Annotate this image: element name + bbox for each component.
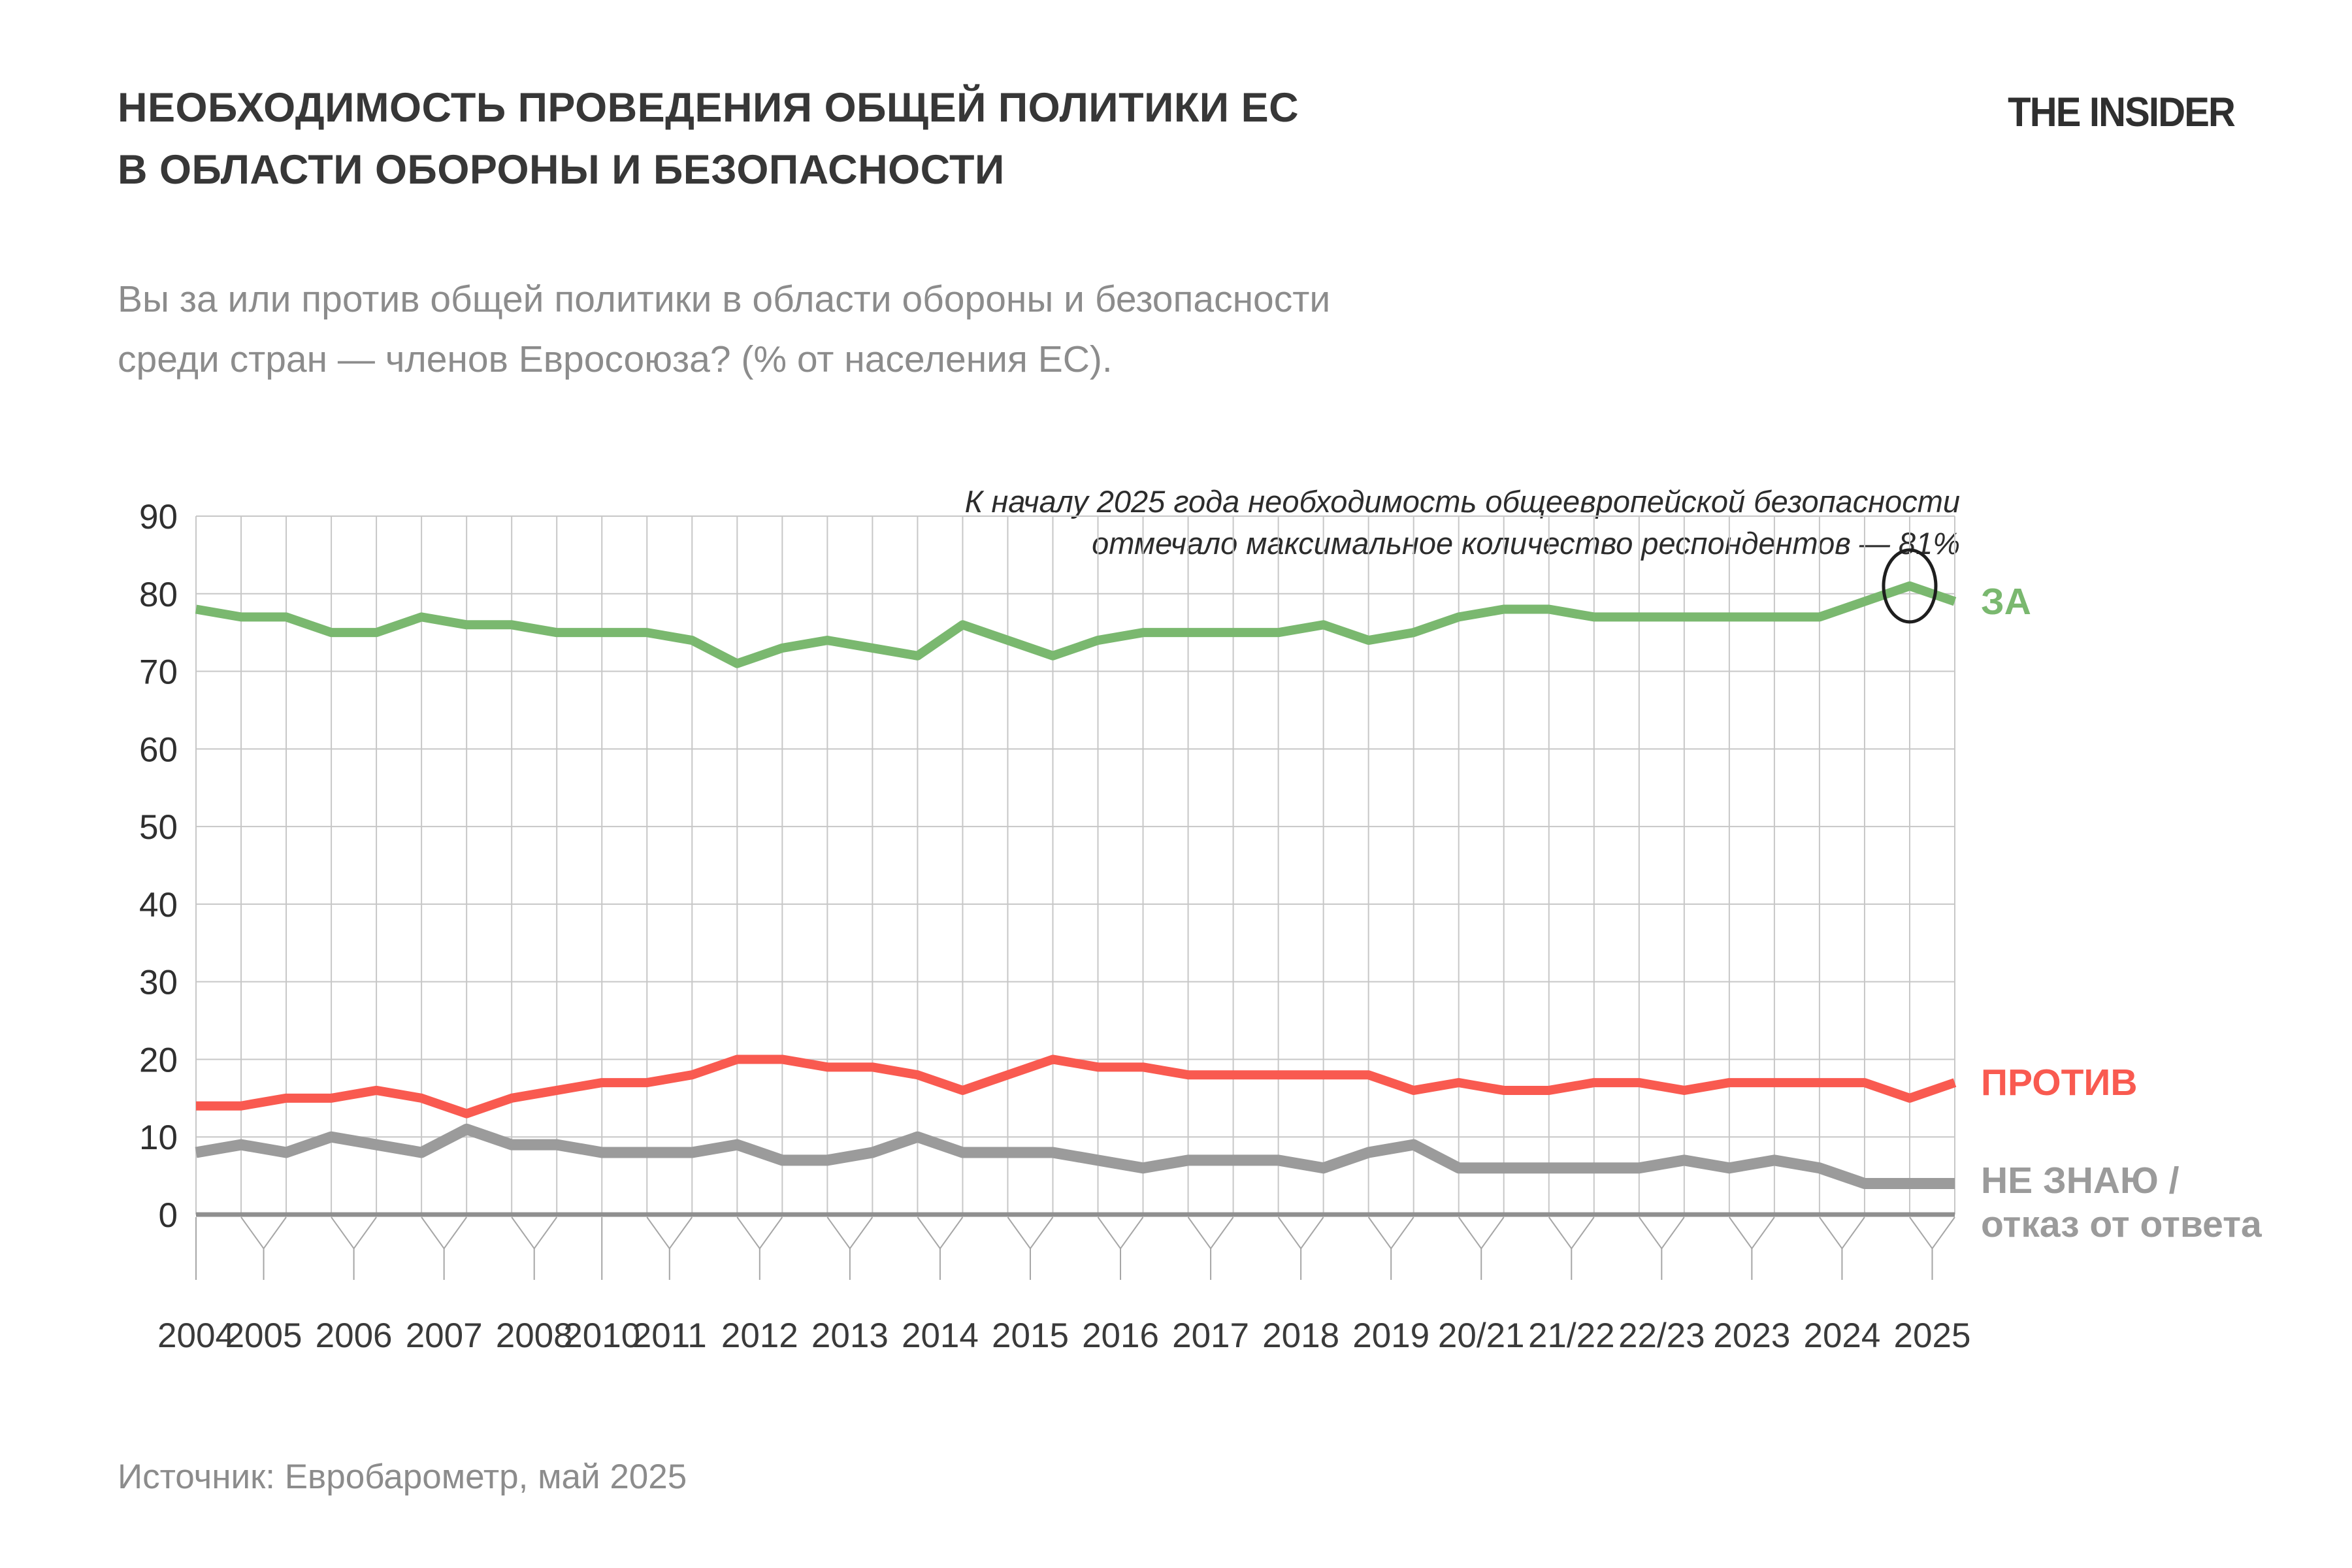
x-axis-bracket bbox=[1300, 1217, 1324, 1249]
x-axis-bracket bbox=[533, 1217, 558, 1249]
x-axis-year-label: 2005 bbox=[225, 1316, 302, 1355]
x-axis-bracket bbox=[1909, 1217, 1933, 1249]
highlight-circle bbox=[1882, 548, 1938, 624]
y-axis-tick-label: 40 bbox=[139, 886, 178, 924]
x-axis-bracket bbox=[421, 1217, 445, 1249]
chart-subtitle-line2: среди стран — членов Евросоюза? (% от на… bbox=[118, 338, 1113, 380]
legend-label-protiv: ПРОТИВ bbox=[1981, 1062, 2138, 1103]
y-axis-tick-label: 70 bbox=[139, 653, 178, 692]
x-axis-bracket bbox=[1007, 1217, 1031, 1249]
x-axis-year-label: 2012 bbox=[721, 1316, 798, 1355]
x-axis-bracket bbox=[1120, 1217, 1144, 1249]
y-axis-tick-label: 20 bbox=[139, 1041, 178, 1079]
chart-annotation-line2: отмечало максимальное количество респонд… bbox=[1092, 526, 1960, 561]
legend-label-za: ЗА bbox=[1981, 581, 2031, 623]
x-axis-bracket bbox=[668, 1217, 693, 1249]
x-axis-year-label: 2015 bbox=[992, 1316, 1069, 1355]
y-axis-tick-label: 0 bbox=[159, 1196, 178, 1235]
y-axis-tick-label: 80 bbox=[139, 576, 178, 614]
x-axis-bracket bbox=[1729, 1217, 1753, 1249]
x-axis-year-label: 20/21 bbox=[1438, 1316, 1525, 1355]
x-axis-bracket bbox=[1187, 1217, 1211, 1249]
y-axis-tick-label: 30 bbox=[139, 964, 178, 1002]
x-axis-year-label: 2019 bbox=[1352, 1316, 1429, 1355]
x-axis-bracket bbox=[736, 1217, 760, 1249]
chart-subtitle-line1: Вы за или против общей политики в област… bbox=[118, 278, 1331, 320]
x-axis-year-label: 2007 bbox=[406, 1316, 483, 1355]
series-line-dk bbox=[195, 1123, 1955, 1189]
page-title-line2: В ОБЛАСТИ ОБОРОНЫ И БЕЗОПАСНОСТИ bbox=[118, 147, 1005, 193]
x-axis-bracket bbox=[1097, 1217, 1121, 1249]
legend-label-dk: НЕ ЗНАЮ / отказ от ответа bbox=[1981, 1159, 2262, 1247]
x-axis-bracket bbox=[1277, 1217, 1301, 1249]
legend-label-dk-line2: отказ от ответа bbox=[1981, 1203, 2262, 1245]
x-axis-bracket bbox=[353, 1217, 377, 1249]
x-axis-bracket bbox=[1931, 1217, 1955, 1249]
page-title: НЕОБХОДИМОСТЬ ПРОВЕДЕНИЯ ОБЩЕЙ ПОЛИТИКИ … bbox=[118, 77, 1299, 201]
legend-label-dk-line1: НЕ ЗНАЮ / bbox=[1981, 1160, 2180, 1201]
x-axis-bracket bbox=[1480, 1217, 1505, 1249]
chart-annotation-line1: К началу 2025 года необходимость общеевр… bbox=[964, 484, 1960, 519]
x-axis-bracket bbox=[1661, 1217, 1685, 1249]
x-axis-bracket bbox=[1819, 1217, 1843, 1249]
x-axis-bracket bbox=[759, 1217, 783, 1249]
chart-annotation: К началу 2025 года необходимость общеевр… bbox=[965, 481, 1960, 564]
x-axis-year-label: 2025 bbox=[1894, 1316, 1971, 1355]
x-axis-bracket bbox=[1210, 1217, 1234, 1249]
x-axis-year-label: 2010 bbox=[563, 1316, 640, 1355]
x-axis-year-label: 2017 bbox=[1172, 1316, 1249, 1355]
x-axis-bracket bbox=[1548, 1217, 1573, 1249]
x-axis-year-label: 2014 bbox=[902, 1316, 979, 1355]
x-axis-year-label: 2008 bbox=[496, 1316, 573, 1355]
chart-subtitle: Вы за или против общей политики в област… bbox=[118, 269, 1330, 389]
x-axis-bracket bbox=[1367, 1217, 1392, 1249]
x-axis-bracket bbox=[1458, 1217, 1482, 1249]
x-axis-year-label: 21/22 bbox=[1528, 1316, 1615, 1355]
the-insider-logo: THE INSIDER bbox=[2008, 90, 2236, 135]
x-axis-bracket bbox=[443, 1217, 467, 1249]
x-axis-year-label: 2011 bbox=[632, 1316, 707, 1355]
x-axis-bracket bbox=[511, 1217, 535, 1249]
y-axis-tick-label: 50 bbox=[139, 808, 178, 847]
x-axis-year-label: 2013 bbox=[811, 1316, 889, 1355]
x-axis-year-label: 2006 bbox=[316, 1316, 393, 1355]
x-axis-bracket bbox=[1639, 1217, 1663, 1249]
x-axis-bracket bbox=[646, 1217, 670, 1249]
page-title-line1: НЕОБХОДИМОСТЬ ПРОВЕДЕНИЯ ОБЩЕЙ ПОЛИТИКИ … bbox=[118, 85, 1299, 131]
x-axis-bracket bbox=[849, 1217, 874, 1249]
x-axis-year-label: 22/23 bbox=[1618, 1316, 1705, 1355]
x-axis-bracket bbox=[939, 1217, 964, 1249]
x-axis-bracket bbox=[826, 1217, 851, 1249]
y-axis-tick-label: 90 bbox=[139, 498, 178, 536]
x-axis-year-label: 2004 bbox=[157, 1316, 235, 1355]
x-axis-bracket bbox=[1751, 1217, 1775, 1249]
x-axis-year-label: 2016 bbox=[1082, 1316, 1159, 1355]
y-axis-tick-label: 10 bbox=[139, 1119, 178, 1157]
x-axis-bracket bbox=[1841, 1217, 1865, 1249]
x-axis-bracket bbox=[917, 1217, 941, 1249]
series-line-za bbox=[195, 581, 1957, 668]
x-axis-bracket bbox=[240, 1217, 265, 1249]
x-axis-bracket bbox=[331, 1217, 355, 1249]
x-axis-year-label: 2023 bbox=[1713, 1316, 1790, 1355]
x-axis-year-label: 2018 bbox=[1262, 1316, 1339, 1355]
x-axis-year-label: 2024 bbox=[1803, 1316, 1880, 1355]
series-line-protiv bbox=[196, 1054, 1957, 1119]
x-axis-bracket bbox=[1030, 1217, 1054, 1249]
x-axis-bracket bbox=[1390, 1217, 1414, 1249]
x-axis-bracket bbox=[263, 1217, 287, 1249]
x-axis-bracket bbox=[1571, 1217, 1595, 1249]
y-axis-tick-label: 60 bbox=[139, 730, 178, 769]
source-caption: Источник: Евробарометр, май 2025 bbox=[118, 1458, 687, 1496]
